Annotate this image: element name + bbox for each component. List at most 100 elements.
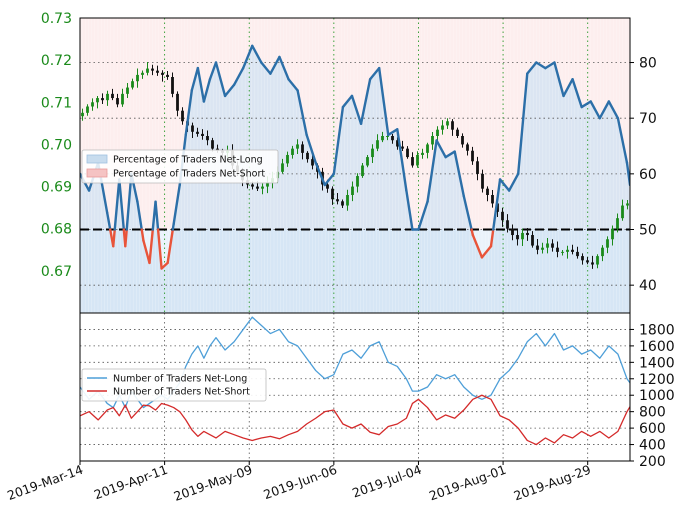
- bottom-right-tick-label: 1600: [639, 339, 675, 355]
- pct-line-segment: [444, 150, 456, 159]
- candle-body: [191, 125, 194, 132]
- pct-line-segment: [184, 89, 194, 137]
- candle-body: [256, 186, 259, 189]
- candle-body: [356, 176, 359, 187]
- candle-body: [151, 68, 154, 71]
- pct-line-segment: [196, 66, 206, 103]
- candle-body: [156, 70, 159, 73]
- candle-body: [606, 239, 609, 248]
- candle-body: [326, 184, 329, 189]
- pct-line-segment: [278, 55, 290, 81]
- pct-line-segment: [287, 78, 299, 92]
- candle-body: [301, 144, 304, 153]
- candle-body: [486, 188, 489, 195]
- top-left-axis-ticks: 0.67 0.68 0.69 0.70 0.71 0.72 0.73: [41, 11, 72, 280]
- candle-body: [546, 243, 549, 248]
- pct-line-segment: [142, 239, 151, 265]
- candle-body: [481, 173, 484, 189]
- pct-line-segment: [516, 72, 529, 176]
- net-long-area-fill: [80, 45, 630, 313]
- pct-line-segment: [166, 228, 175, 265]
- candle-body: [551, 243, 554, 248]
- top-left-tick-label: 0.73: [41, 11, 72, 27]
- candle-body: [291, 148, 294, 155]
- pct-line-segment: [571, 78, 583, 109]
- pct-line-segment: [269, 55, 281, 75]
- pct-line-segment: [607, 100, 620, 120]
- top-legend-box: [81, 149, 279, 184]
- candle-body: [466, 144, 469, 151]
- legend-label-count-net-long: Number of Traders Net-Long: [113, 374, 247, 385]
- candle-body: [506, 220, 509, 229]
- pct-line-segment: [625, 161, 630, 187]
- candle-body: [526, 232, 529, 236]
- candle-body: [521, 232, 524, 240]
- candle-body: [411, 157, 414, 166]
- bottom-right-tick-label: 600: [639, 421, 666, 437]
- candle-body: [621, 205, 624, 219]
- pct-line-segment: [562, 78, 574, 98]
- candle-body: [416, 154, 419, 166]
- legend-swatch-net-short-pct: [86, 168, 108, 178]
- pct-line-segment: [154, 200, 160, 231]
- pct-line-segment: [341, 94, 354, 109]
- x-tick-label: 2019-Aug-29: [512, 462, 593, 504]
- candle-body: [286, 154, 289, 164]
- candle-body: [406, 148, 409, 158]
- candle-body: [196, 131, 199, 134]
- candle-body: [136, 74, 139, 82]
- top-left-tick-label: 0.72: [41, 53, 72, 69]
- legend-swatch-net-long-pct: [86, 154, 108, 164]
- legend-label-count-net-short: Number of Traders Net-Short: [113, 387, 250, 398]
- candle-body: [386, 136, 389, 137]
- top-area-fill: [80, 18, 630, 313]
- x-tick-label: 2019-Jun-06: [261, 462, 338, 502]
- x-tick-label: 2019-May-09: [172, 462, 255, 504]
- candle-body: [211, 140, 214, 149]
- pct-line-segment: [526, 61, 538, 75]
- pct-line-segment: [480, 245, 493, 259]
- pct-line-segment: [405, 189, 414, 231]
- pct-line-segment: [535, 61, 547, 70]
- pct-line-segment: [492, 178, 502, 231]
- candle-body: [531, 235, 534, 246]
- pct-line-segment: [387, 128, 399, 137]
- pct-line-segment: [616, 116, 629, 164]
- candle-body: [111, 93, 114, 99]
- pct-line-segment: [544, 61, 556, 70]
- candle-body: [496, 203, 499, 212]
- pct-line-segment: [112, 228, 116, 248]
- candle-body: [336, 199, 339, 202]
- pct-line-segment: [332, 105, 345, 176]
- candle-body: [311, 159, 314, 166]
- candle-body: [181, 110, 184, 122]
- candle-body: [106, 93, 109, 101]
- candle-body: [576, 251, 579, 257]
- candle-body: [581, 256, 584, 261]
- pct-line-segment: [314, 161, 326, 187]
- pct-line-segment: [507, 172, 520, 192]
- pct-line-segment: [396, 128, 408, 192]
- pct-line-segment: [471, 233, 484, 259]
- candle-body: [566, 249, 569, 252]
- x-tick-label: 2019-Jul-04: [350, 462, 423, 501]
- pct-line-segment: [241, 44, 254, 70]
- pct-line-segment: [202, 78, 212, 103]
- candle-body: [81, 112, 84, 117]
- top-left-tick-label: 0.70: [41, 137, 72, 153]
- pct-line-segment: [156, 228, 163, 270]
- candle-body: [261, 186, 264, 189]
- candle-body: [126, 87, 129, 94]
- pct-line-segment: [160, 261, 169, 270]
- candle-body: [441, 125, 444, 130]
- candle-body: [541, 247, 544, 250]
- candle-body: [476, 161, 479, 174]
- candle-body: [536, 245, 539, 250]
- pct-line-segment: [260, 61, 272, 75]
- bottom-right-tick-label: 200: [639, 454, 666, 470]
- candle-body: [331, 188, 334, 200]
- pct-line-segment: [296, 89, 308, 137]
- pct-line-segment: [113, 178, 121, 231]
- candle-body: [146, 68, 149, 73]
